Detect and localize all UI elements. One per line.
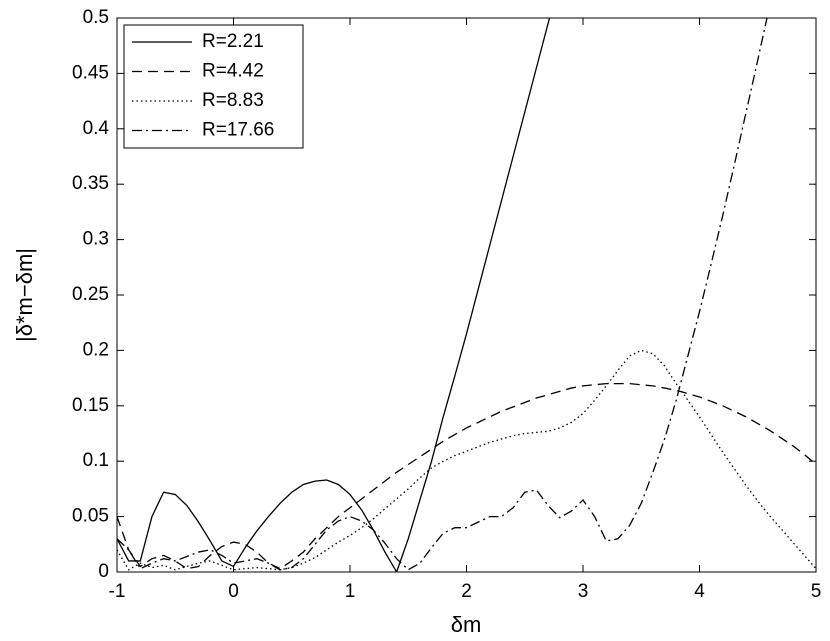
x-tick-label: -1 (109, 581, 126, 602)
legend-label: R=17.66 (202, 120, 274, 141)
x-tick-label: 3 (578, 581, 589, 602)
y-tick-label: 0.25 (72, 284, 109, 305)
legend-box (123, 24, 304, 149)
x-tick-label: 5 (811, 581, 822, 602)
x-tick-label: 4 (694, 581, 705, 602)
y-tick-label: 0.05 (72, 506, 109, 527)
y-tick-label: 0.5 (83, 7, 109, 28)
legend-label: R=4.42 (202, 61, 264, 82)
x-tick-label: 2 (461, 581, 472, 602)
y-tick-label: 0.4 (83, 118, 110, 139)
legend-label: R=8.83 (202, 90, 264, 111)
series-line (117, 18, 551, 572)
y-tick-label: 0 (98, 561, 109, 582)
plot-area (117, 18, 816, 572)
series-line (117, 18, 768, 571)
x-axis-label: δm (451, 612, 482, 637)
series-line (117, 382, 816, 570)
y-axis-label: |δ*m−δm| (12, 248, 37, 342)
y-tick-label: 0.15 (72, 395, 109, 416)
y-tick-label: 0.1 (83, 450, 109, 471)
legend-label: R=2.21 (202, 31, 264, 52)
y-tick-label: 0.3 (83, 229, 109, 250)
x-tick-label: 0 (228, 581, 239, 602)
y-tick-label: 0.2 (83, 339, 109, 360)
y-tick-label: 0.35 (72, 173, 109, 194)
y-tick-label: 0.45 (72, 62, 109, 83)
x-tick-label: 1 (345, 581, 356, 602)
